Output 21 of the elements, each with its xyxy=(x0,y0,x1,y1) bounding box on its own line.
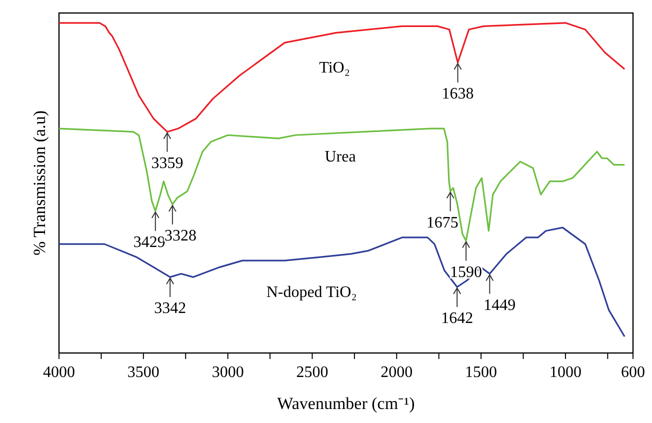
annotation: 3359 xyxy=(151,154,184,172)
annotation: 3342 xyxy=(154,300,186,318)
series-label: Urea xyxy=(324,148,356,166)
annotation: 1449 xyxy=(484,296,516,314)
annotation: 1675 xyxy=(426,214,458,232)
x-tick-label: 1000 xyxy=(549,364,582,381)
x-tick-label: 2500 xyxy=(296,364,328,381)
annotation: 1642 xyxy=(441,310,474,327)
x-axis-title: Wavenumber (cm⁻¹) xyxy=(277,394,415,413)
series-label: N-doped TiO₂ xyxy=(266,284,357,301)
x-tick-label: 2000 xyxy=(380,364,413,381)
x-tick-label: 600 xyxy=(621,364,645,381)
x-tick-label: 1500 xyxy=(465,364,498,381)
annotation: 3328 xyxy=(164,227,196,244)
y-axis-title: % Transmission (a.u) xyxy=(30,110,49,256)
x-tick-label: 4000 xyxy=(43,364,75,381)
series-label: TiO₂ xyxy=(319,59,350,76)
x-tick-label: 3500 xyxy=(127,364,160,381)
x-tick-label: 3000 xyxy=(212,364,244,381)
annotation: 3429 xyxy=(133,234,166,252)
annotation: 1638 xyxy=(442,86,474,103)
